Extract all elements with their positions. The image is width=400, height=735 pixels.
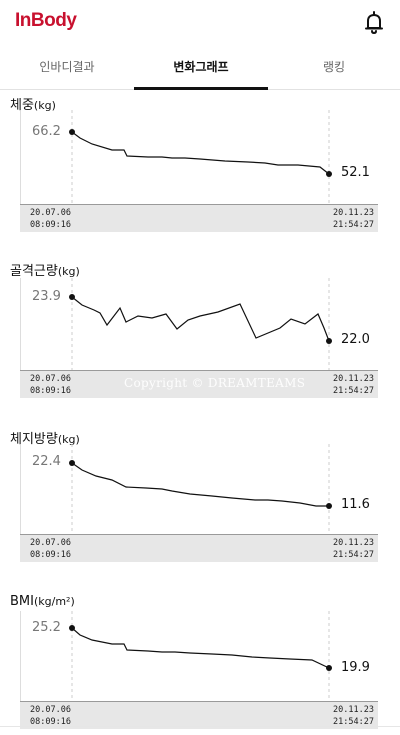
chart-title: 체중(kg) <box>10 98 56 113</box>
bell-icon[interactable] <box>362 10 386 36</box>
tab-ranking[interactable]: 랭킹 <box>322 60 346 74</box>
end-date: 20.11.23 21:54:27 <box>333 705 374 727</box>
start-value: 23.9 <box>32 289 61 304</box>
chart-section-bmi: BMI(kg/m²) 25.2 19.9 20.07.06 08:09:16 20… <box>0 594 400 734</box>
start-value: 66.2 <box>32 124 61 139</box>
weight-chart-plot <box>20 110 332 204</box>
bmi-series-line <box>71 627 330 669</box>
chart-section-weight: 체중(kg) 66.2 52.1 20.07.06 08:09:16 20.11.… <box>0 94 400 234</box>
skeletal-muscle-chart[interactable]: 23.9 22.0 <box>20 278 378 370</box>
chart-section-skeletal-muscle: 골격근량(kg) 23.9 22.0 20.07.06 08:09:16 20.1… <box>0 260 400 400</box>
start-date: 20.07.06 08:09:16 <box>30 208 71 230</box>
chart-title: 골격근량(kg) <box>10 264 80 279</box>
end-value: 11.6 <box>341 497 370 512</box>
start-point <box>69 129 75 135</box>
tab-inbody-result[interactable]: 인바디결과 <box>39 60 95 74</box>
end-date: 20.11.23 21:54:27 <box>333 538 374 560</box>
start-value: 22.4 <box>32 454 61 469</box>
chart-title: BMI(kg/m²) <box>10 594 75 609</box>
date-range-band: 20.07.06 08:09:16 20.11.23 21:54:27 <box>20 701 378 729</box>
bmi-chart-plot <box>20 611 332 701</box>
start-value: 25.2 <box>32 620 61 635</box>
body-fat-chart-plot <box>20 444 332 534</box>
start-date: 20.07.06 08:09:16 <box>30 538 71 560</box>
end-value: 22.0 <box>341 332 370 347</box>
start-point <box>69 625 75 631</box>
end-point <box>326 171 332 177</box>
bottom-divider <box>0 726 400 727</box>
tab-bar: 인바디결과 변화그래프 랭킹 <box>0 46 400 90</box>
end-date: 20.11.23 21:54:27 <box>333 374 374 396</box>
chart-title: 체지방량(kg) <box>10 432 80 447</box>
end-point <box>326 338 332 344</box>
body-fat-series-line <box>71 462 329 507</box>
end-value: 52.1 <box>341 165 370 180</box>
copyright-watermark: Copyright © DREAMTEAMS <box>124 376 306 390</box>
end-value: 19.9 <box>341 660 370 675</box>
date-range-band: 20.07.06 08:09:16 20.11.23 21:54:27 <box>20 370 378 398</box>
skeletal-muscle-series-line <box>71 296 330 342</box>
weight-chart[interactable]: 66.2 52.1 <box>20 110 378 204</box>
start-date: 20.07.06 08:09:16 <box>30 374 71 396</box>
tab-change-graph[interactable]: 변화그래프 <box>173 60 229 74</box>
start-date: 20.07.06 08:09:16 <box>30 705 71 727</box>
app-header: InBody <box>0 0 400 46</box>
end-point <box>326 503 332 509</box>
start-point <box>69 460 75 466</box>
end-date: 20.11.23 21:54:27 <box>333 208 374 230</box>
date-range-band: 20.07.06 08:09:16 20.11.23 21:54:27 <box>20 534 378 562</box>
weight-series-line <box>71 131 330 175</box>
start-point <box>69 294 75 300</box>
body-fat-chart[interactable]: 22.4 11.6 <box>20 444 378 534</box>
chart-section-body-fat: 체지방량(kg) 22.4 11.6 20.07.06 08:09:16 20.1… <box>0 428 400 568</box>
date-range-band: 20.07.06 08:09:16 20.11.23 21:54:27 <box>20 204 378 232</box>
bmi-chart[interactable]: 25.2 19.9 <box>20 611 378 701</box>
app-logo: InBody <box>15 10 77 31</box>
active-tab-indicator <box>134 87 268 90</box>
skeletal-muscle-chart-plot <box>20 278 332 370</box>
end-point <box>326 665 332 671</box>
